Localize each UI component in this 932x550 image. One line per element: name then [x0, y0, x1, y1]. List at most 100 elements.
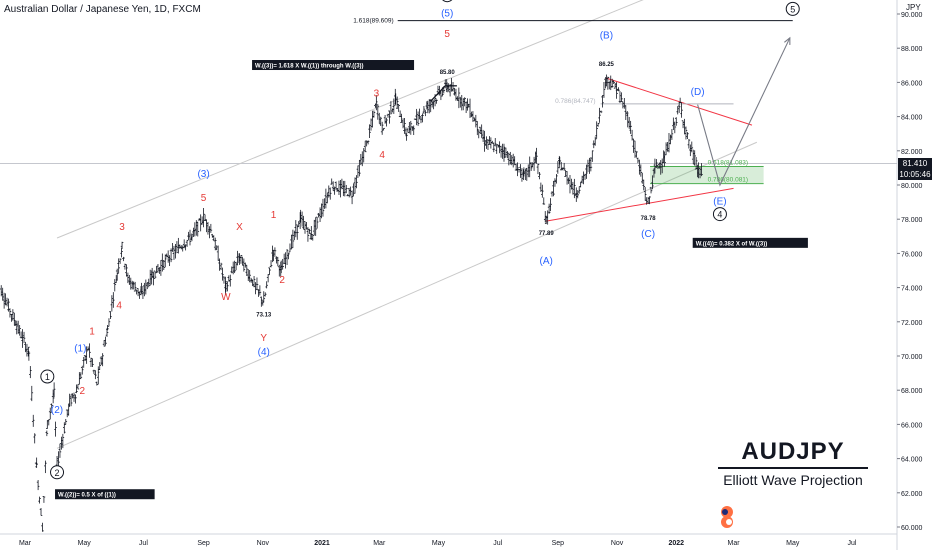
current-price-tag: 81.410 10:05:46 — [898, 158, 932, 180]
circled-wave-number: 4 — [717, 210, 722, 220]
chart-title: Australian Dollar / Japanese Yen, 1D, FX… — [4, 4, 201, 15]
wave-label: W — [221, 292, 231, 303]
red-trendline — [606, 77, 753, 126]
wave-label: 2 — [279, 275, 285, 286]
x-tick-label: Sep — [197, 540, 210, 547]
x-tick-label: May — [78, 540, 92, 547]
wave-label: (E) — [713, 196, 726, 207]
y-tick-label: 86.000 — [901, 80, 923, 87]
wave-label: (C) — [641, 229, 655, 240]
wave-annotation: W.((4))= 0.382 X of W.((3)) — [692, 237, 808, 248]
x-tick-label: Mar — [19, 540, 32, 547]
branding-symbol: AUDJPY — [741, 438, 845, 465]
wave-label: (3) — [197, 169, 209, 180]
price-value-label: 78.78 — [641, 216, 657, 222]
bar-countdown: 10:05:46 — [899, 170, 931, 179]
y-tick-label: 74.000 — [901, 286, 923, 293]
x-tick-label: Jul — [139, 540, 148, 547]
y-tick-label: 66.000 — [901, 422, 923, 429]
wave-label: 1 — [271, 210, 277, 221]
x-tick-label: Mar — [373, 540, 386, 547]
circled-wave-ring — [40, 369, 55, 384]
circled-wave-number: 2 — [55, 468, 60, 478]
wave-label: 2 — [79, 386, 85, 397]
circled-wave-label: 2 — [50, 465, 65, 480]
wave-label: 1 — [89, 326, 95, 337]
y-tick-label: 72.000 — [901, 320, 923, 327]
wave-label: 4 — [116, 301, 122, 312]
circled-wave-ring — [785, 1, 800, 16]
circled-wave-label: 1 — [40, 369, 55, 384]
x-tick-label: Nov — [611, 540, 624, 547]
circled-wave-number: 3 — [445, 0, 450, 1]
wave-annotation-box — [692, 237, 808, 248]
channel-trendline — [56, 141, 758, 449]
red-trendline — [546, 187, 734, 222]
price-value-label: 86.25 — [599, 62, 615, 68]
fib-level-label: 0.786(84.747) — [555, 98, 595, 105]
wave-annotation-text: W.((4))= 0.382 X of W.((3)) — [696, 241, 768, 247]
wave-label: (4) — [258, 347, 270, 358]
branding-block: AUDJPY Elliott Wave Projection — [718, 438, 868, 488]
x-tick-label: Nov — [257, 540, 270, 547]
price-value-label: 85.80 — [440, 70, 456, 76]
currency-label: JPY — [906, 3, 921, 12]
x-tick-label: 2022 — [668, 540, 684, 547]
y-tick-label: 88.000 — [901, 46, 923, 53]
circled-wave-ring — [442, 0, 453, 3]
price-bars — [0, 74, 703, 532]
fib-level-label: 0.618(81.083) — [708, 159, 748, 166]
wave-label: X — [236, 222, 243, 233]
wave-label: (B) — [600, 31, 613, 42]
wave-label: 4 — [379, 150, 385, 161]
wave-label: (5) — [441, 8, 453, 19]
wave-label: (1) — [74, 343, 86, 354]
wave-label: 5 — [201, 193, 207, 204]
y-tick-label: 68.000 — [901, 388, 923, 395]
y-tick-label: 64.000 — [901, 457, 923, 464]
wave-annotation: W.((3))= 1.618 X W.((1)) through W.((3)) — [252, 60, 415, 71]
wave-label: 3 — [119, 222, 125, 233]
circled-wave-label: 5 — [785, 1, 800, 16]
wave-annotation-text: W.((3))= 1.618 X W.((1)) through W.((3)) — [255, 64, 364, 70]
wave-annotation-text: W.((2))= 0.5 X of ((1)) — [58, 493, 116, 499]
wave-annotation: W.((2))= 0.5 X of ((1)) — [55, 489, 155, 500]
wave-label: (A) — [540, 256, 553, 267]
channel-trendline — [56, 0, 644, 239]
y-tick-label: 82.000 — [901, 149, 923, 156]
fib-level-label: 0.786(80.081) — [708, 177, 748, 184]
y-tick-label: 70.000 — [901, 354, 923, 361]
x-tick-label: Jul — [847, 540, 856, 547]
price-value-label: 77.89 — [539, 231, 555, 237]
wave-label: 3 — [374, 89, 380, 100]
y-tick-label: 60.000 — [901, 525, 923, 532]
wave-label: (D) — [691, 87, 705, 98]
x-tick-label: Mar — [727, 540, 740, 547]
circled-wave-label: 4 — [712, 207, 727, 222]
wave-projection-path — [697, 37, 791, 187]
brand-logo-icon — [721, 506, 733, 528]
y-tick-label: 78.000 — [901, 217, 923, 224]
fib-zone — [650, 166, 764, 184]
wave-label: 5 — [444, 29, 450, 40]
wave-label: (2) — [51, 405, 63, 416]
projection-arrowhead — [784, 36, 791, 45]
wave-annotation-box — [55, 489, 155, 500]
x-tick-label: May — [432, 540, 446, 547]
fib-level-label: 1.618(89.609) — [353, 18, 393, 25]
y-tick-label: 90.000 — [901, 12, 923, 19]
x-tick-label: Sep — [552, 540, 565, 547]
current-price: 81.410 — [902, 159, 928, 168]
wave-label: Y — [260, 333, 267, 344]
branding-divider — [718, 467, 868, 469]
y-tick-label: 76.000 — [901, 251, 923, 258]
x-tick-label: May — [786, 540, 800, 547]
circled-wave-ring — [712, 207, 727, 222]
y-tick-label: 84.000 — [901, 115, 923, 122]
branding-subtitle: Elliott Wave Projection — [723, 472, 863, 488]
wave-annotation-box — [252, 60, 415, 71]
x-tick-label: 2021 — [314, 540, 330, 547]
y-tick-label: 62.000 — [901, 491, 923, 498]
x-tick-label: Jul — [493, 540, 502, 547]
